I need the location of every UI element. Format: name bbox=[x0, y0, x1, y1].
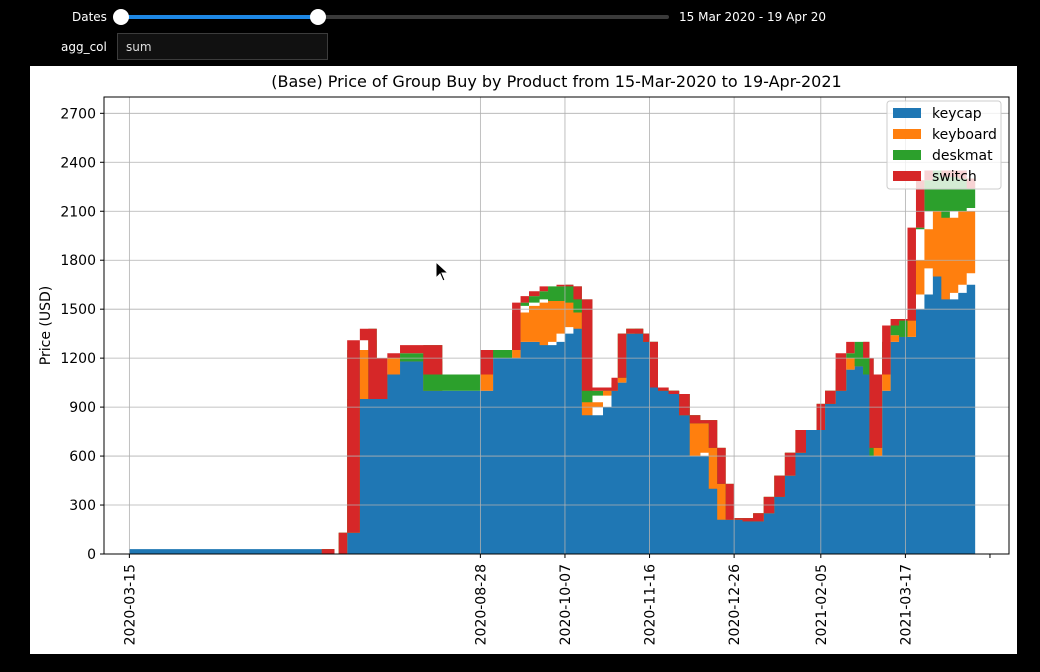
x-tick-label: 2020-03-15 bbox=[122, 564, 138, 645]
plot-panel: 0 300 600 900 1200 1500 1800 2100 2400 2700 2020-0… bbox=[30, 66, 1017, 654]
y-tick-label: 2400 bbox=[60, 155, 96, 171]
y-tick-label: 0 bbox=[87, 547, 96, 563]
y-tick-label: 600 bbox=[69, 449, 96, 465]
x-tick-label: 2020-11-16 bbox=[643, 564, 659, 645]
legend-label-deskmat: deskmat bbox=[932, 148, 993, 164]
legend-swatch-switch bbox=[893, 171, 921, 181]
chart-title: (Base) Price of Group Buy by Product fro… bbox=[271, 72, 841, 91]
legend-swatch-keycap bbox=[893, 108, 921, 118]
legend-label-switch: switch bbox=[932, 169, 977, 185]
slider-end-handle[interactable] bbox=[310, 9, 327, 25]
agg-col-label: agg_col bbox=[61, 40, 107, 54]
area-keycap bbox=[129, 268, 976, 554]
mouse-cursor-icon bbox=[435, 260, 450, 282]
legend-label-keycap: keycap bbox=[932, 106, 982, 122]
y-tick-label: 2100 bbox=[60, 204, 96, 220]
y-tick-label: 1800 bbox=[60, 253, 96, 269]
legend-swatch-keyboard bbox=[893, 129, 921, 139]
date-range-readout: 15 Mar 2020 - 19 Apr 20 bbox=[679, 10, 826, 24]
dates-label: Dates bbox=[72, 10, 107, 24]
y-tick-label: 1500 bbox=[60, 302, 96, 318]
x-tick-label: 2020-10-07 bbox=[558, 564, 574, 645]
y-tick-label: 300 bbox=[69, 498, 96, 514]
plot-frame bbox=[103, 96, 1010, 555]
slider-selected-range bbox=[121, 15, 319, 19]
x-tick-label: 2021-02-05 bbox=[814, 564, 830, 645]
legend: keycap keyboard deskmat switch bbox=[886, 100, 1002, 190]
legend-box bbox=[886, 100, 1002, 190]
date-range-slider[interactable] bbox=[113, 9, 669, 25]
y-axis-label: Price (USD) bbox=[38, 286, 54, 365]
slider-start-handle[interactable] bbox=[113, 9, 129, 25]
y-tick-label: 1200 bbox=[60, 351, 96, 367]
x-tick-label: 2020-08-28 bbox=[473, 564, 489, 645]
stacked-area-chart: 0 300 600 900 1200 1500 1800 2100 2400 2700 2020-0… bbox=[38, 72, 1010, 645]
x-tick-label: 2021-03-17 bbox=[898, 564, 914, 645]
agg-col-input[interactable]: sum bbox=[117, 33, 328, 60]
legend-label-keyboard: keyboard bbox=[932, 127, 997, 143]
y-tick-label: 900 bbox=[69, 400, 96, 416]
x-tick-label: 2020-12-26 bbox=[727, 564, 743, 645]
legend-swatch-deskmat bbox=[893, 150, 921, 160]
y-tick-label: 2700 bbox=[60, 106, 96, 122]
